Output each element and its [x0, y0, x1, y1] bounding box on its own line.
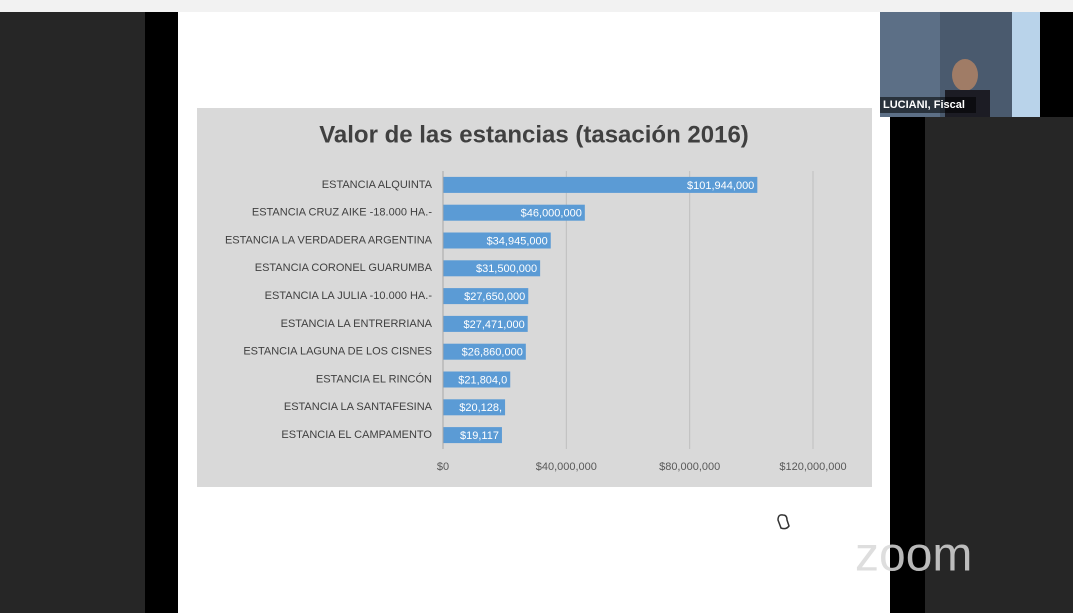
value-label: $101,944,000 — [687, 180, 754, 192]
zoom-watermark: zoom — [855, 529, 972, 582]
bar — [443, 371, 511, 388]
y-tick-label: ESTANCIA LA SANTAFESINA — [284, 401, 433, 413]
value-label: $27,650,000 — [464, 291, 525, 303]
chart-title: Valor de las estancias (tasación 2016) — [319, 121, 749, 148]
left-panel — [0, 12, 145, 613]
right-panel — [925, 117, 1073, 613]
y-tick-label: ESTANCIA LAGUNA DE LOS CISNES — [243, 346, 432, 358]
value-label: $31,500,000 — [476, 263, 537, 275]
y-tick-label: ESTANCIA LA VERDADERA ARGENTINA — [225, 234, 433, 246]
y-tick-label: ESTANCIA EL RINCÓN — [316, 372, 432, 385]
x-tick-label: $0 — [437, 461, 449, 473]
bar — [443, 343, 526, 360]
value-label: $27,471,000 — [464, 319, 525, 331]
video-flag — [1012, 12, 1040, 117]
y-tick-label: ESTANCIA ALQUINTA — [322, 179, 433, 191]
x-tick-label: $120,000,000 — [779, 461, 846, 473]
value-label: $20,128, — [459, 402, 502, 414]
x-tick-label: $80,000,000 — [659, 461, 720, 473]
bar — [443, 288, 529, 305]
value-label: $34,945,000 — [487, 235, 548, 247]
participant-name: LUCIANI, Fiscal — [883, 99, 965, 111]
video-thumbnail: LUCIANI, Fiscal — [880, 12, 1040, 117]
x-tick-label: $40,000,000 — [536, 461, 597, 473]
bar — [443, 427, 502, 444]
bar — [443, 315, 528, 332]
bar — [443, 399, 506, 416]
bar — [443, 260, 541, 277]
y-tick-label: ESTANCIA CRUZ AIKE -18.000 HA.- — [252, 207, 432, 219]
value-label: $21,804,0 — [458, 374, 507, 386]
value-label: $26,860,000 — [462, 347, 523, 359]
value-label: $19,117 — [460, 430, 499, 442]
y-tick-label: ESTANCIA EL CAMPAMENTO — [281, 429, 432, 441]
bar — [443, 176, 758, 193]
cursor — [777, 514, 790, 530]
top-strip — [0, 0, 1073, 12]
value-label: $46,000,000 — [521, 208, 582, 220]
chart-area — [197, 108, 872, 487]
bar — [443, 204, 585, 221]
name-tag-bg — [880, 97, 976, 113]
bar — [443, 232, 551, 249]
video-person — [952, 59, 978, 91]
y-tick-label: ESTANCIA CORONEL GUARUMBA — [255, 262, 433, 274]
plot: $0 $40,000,000 $80,000,000 $120,000,000 ESTA… — [225, 171, 847, 473]
y-tick-label: ESTANCIA LA JULIA -10.000 HA.- — [265, 290, 433, 302]
y-tick-label: ESTANCIA LA ENTRERRIANA — [281, 318, 433, 330]
